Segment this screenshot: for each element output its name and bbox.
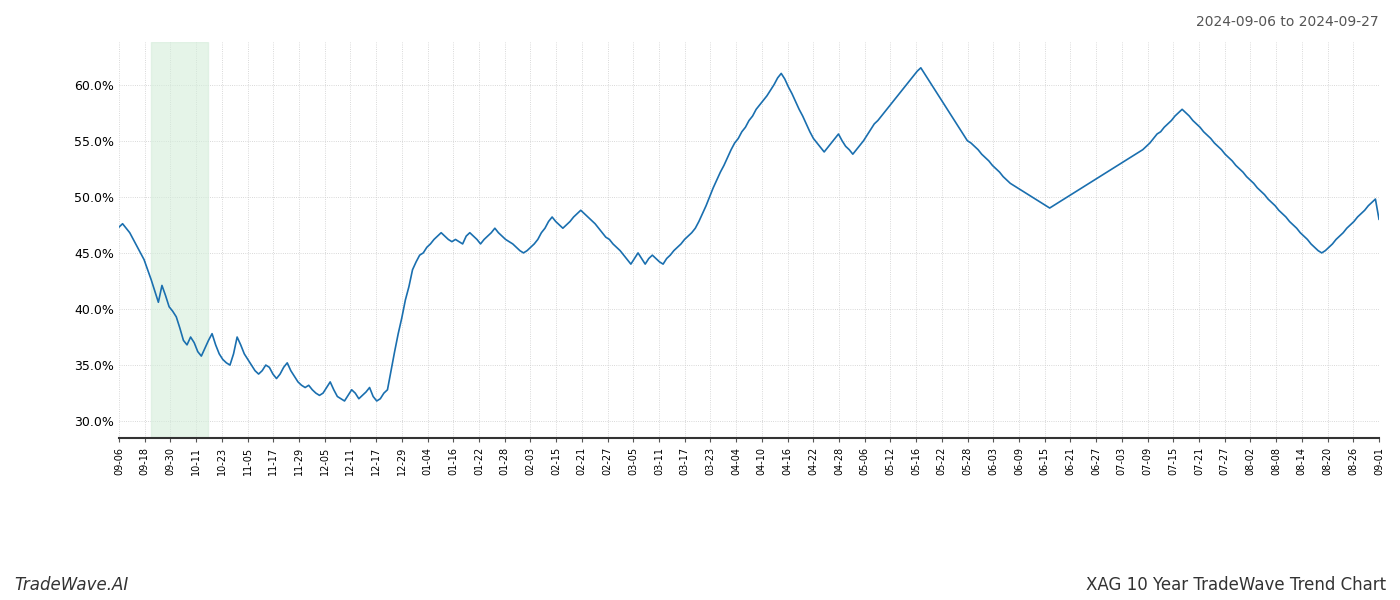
- Text: TradeWave.AI: TradeWave.AI: [14, 576, 129, 594]
- Text: XAG 10 Year TradeWave Trend Chart: XAG 10 Year TradeWave Trend Chart: [1086, 576, 1386, 594]
- Bar: [151, 42, 209, 438]
- Text: 2024-09-06 to 2024-09-27: 2024-09-06 to 2024-09-27: [1197, 15, 1379, 29]
